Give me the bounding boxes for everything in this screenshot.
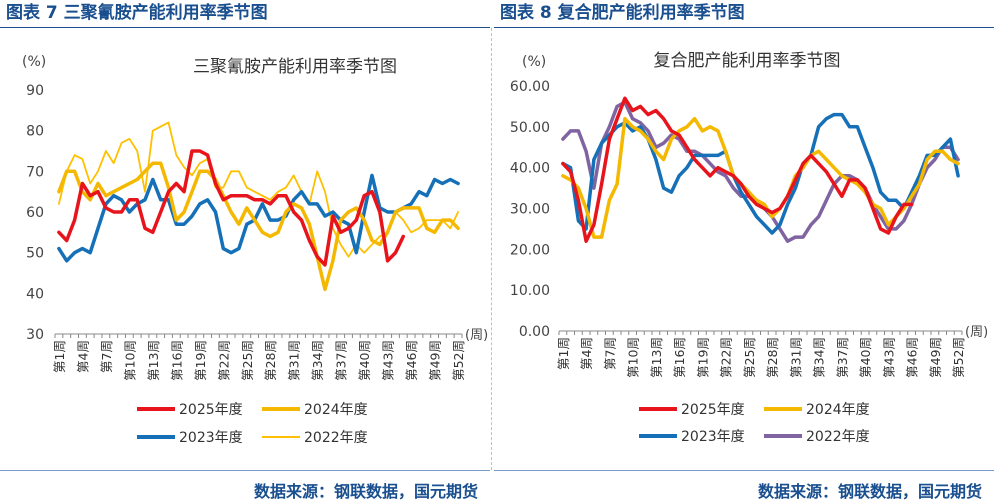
x-tick-label: 第40周: [357, 340, 372, 381]
legend-label: 2024年度: [304, 402, 368, 418]
bottom-rule: [494, 470, 994, 471]
source-note: 数据来源：钢联数据，国元期货: [253, 482, 478, 501]
x-tick-label: 第22周: [719, 337, 734, 378]
x-tick-label: 第43周: [881, 337, 896, 378]
legend-label: 2025年度: [179, 402, 243, 418]
x-tick-label: 第34周: [812, 337, 827, 378]
x-tick-label: 第34周: [310, 340, 325, 381]
y-tick-label: 60: [26, 205, 44, 221]
legend-label: 2022年度: [304, 430, 368, 446]
x-tick-label: 第7周: [99, 340, 114, 373]
series-line-2025年度: [57, 149, 406, 267]
x-tick-label: 第28周: [765, 337, 780, 378]
y-tick-label: 40: [26, 286, 44, 302]
x-tick-label: 第31周: [287, 340, 302, 381]
y-tick-label: 50.00: [510, 120, 550, 136]
x-tick-label: 第52周: [951, 337, 966, 378]
x-tick-label: 第4周: [75, 340, 90, 373]
x-tick-label: 第37周: [835, 337, 850, 378]
panel-divider: [491, 28, 492, 470]
right-figure: 图表 8 复合肥产能利用率季节图 复合肥产能利用率季节图 (%) 0.00 10.00…: [494, 0, 994, 504]
x-tick-label: 第31周: [788, 337, 803, 378]
x-tick-label: 第13周: [649, 337, 664, 378]
legend-label: 2023年度: [681, 429, 745, 445]
x-tick-label: 第16周: [672, 337, 687, 378]
y-tick-label: 20.00: [510, 242, 550, 258]
x-tick-label: 第19周: [695, 337, 710, 378]
title-rule: [0, 27, 490, 28]
x-tick-label: 第25周: [240, 340, 255, 381]
y-tick-label: 30.00: [510, 202, 550, 218]
source-note: 数据来源：钢联数据，国元期货: [757, 482, 982, 501]
melamine-utilization-chart: 三聚氰胺产能利用率季节图 (%) 30 40 50 60 70 80 90 (周) 第1周 第4周 第7…: [22, 54, 488, 446]
x-tick-label: 第19周: [193, 340, 208, 381]
y-tick-label: 70: [26, 164, 44, 180]
x-tick-label: 第13周: [146, 340, 161, 381]
y-tick-label: 80: [26, 124, 44, 140]
legend-label: 2022年度: [806, 429, 870, 445]
x-tick-label: 第46周: [404, 340, 419, 381]
series-line-2025年度: [561, 96, 914, 243]
x-tick-label: 第1周: [556, 337, 571, 370]
x-tick-label: 第46周: [905, 337, 920, 378]
x-tick-label: 第49周: [428, 340, 443, 381]
x-tick-label: 第22周: [216, 340, 231, 381]
x-tick-label: 第49周: [928, 337, 943, 378]
x-tick-label: 第40周: [858, 337, 873, 378]
x-tick-label: 第4周: [579, 337, 594, 370]
x-tick-label: 第43周: [381, 340, 396, 381]
figure-7-title: 图表 7 三聚氰胺产能利用率季节图: [6, 3, 268, 23]
chart-title: 三聚氰胺产能利用率季节图: [193, 57, 397, 77]
y-tick-label: 10.00: [510, 283, 550, 299]
x-tick-label: 第7周: [602, 337, 617, 370]
bottom-rule: [0, 470, 490, 471]
legend-label: 2025年度: [681, 402, 745, 418]
series-line-2024年度: [57, 161, 460, 292]
x-tick-label: 第25周: [742, 337, 757, 378]
y-unit-label: (%): [22, 54, 46, 70]
title-rule: [494, 27, 994, 28]
y-tick-label: 30: [26, 327, 44, 343]
x-tick-label: 第28周: [263, 340, 278, 381]
chart-title: 复合肥产能利用率季节图: [654, 51, 841, 71]
x-tick-label: 第1周: [52, 340, 67, 373]
x-unit-label: (周): [965, 325, 988, 340]
compound-fertilizer-utilization-chart: 复合肥产能利用率季节图 (%) 0.00 10.00 20.00 30.00 40.00 50…: [510, 51, 988, 445]
figure-8-title: 图表 8 复合肥产能利用率季节图: [500, 3, 745, 23]
y-tick-label: 90: [26, 83, 44, 99]
x-tick-label: 第10周: [626, 337, 641, 378]
y-unit-label: (%): [522, 54, 546, 70]
x-tick-label: 第16周: [169, 340, 184, 381]
x-tick-label: 第52周: [451, 340, 466, 381]
y-tick-label: 50: [26, 246, 44, 262]
series-line-2024年度: [561, 116, 960, 239]
y-tick-label: 0.00: [519, 324, 550, 340]
y-tick-label: 60.00: [510, 79, 550, 95]
legend-label: 2024年度: [806, 402, 870, 418]
x-tick-label: 第37周: [334, 340, 349, 381]
x-unit-label: (周): [465, 328, 488, 343]
legend-label: 2023年度: [179, 430, 243, 446]
left-figure: 图表 7 三聚氰胺产能利用率季节图 三聚氰胺产能利用率季节图 (%) 30 40 50 6…: [0, 0, 490, 504]
x-tick-label: 第10周: [122, 340, 137, 381]
series-line-2023年度: [561, 112, 960, 235]
y-tick-label: 40.00: [510, 161, 550, 177]
